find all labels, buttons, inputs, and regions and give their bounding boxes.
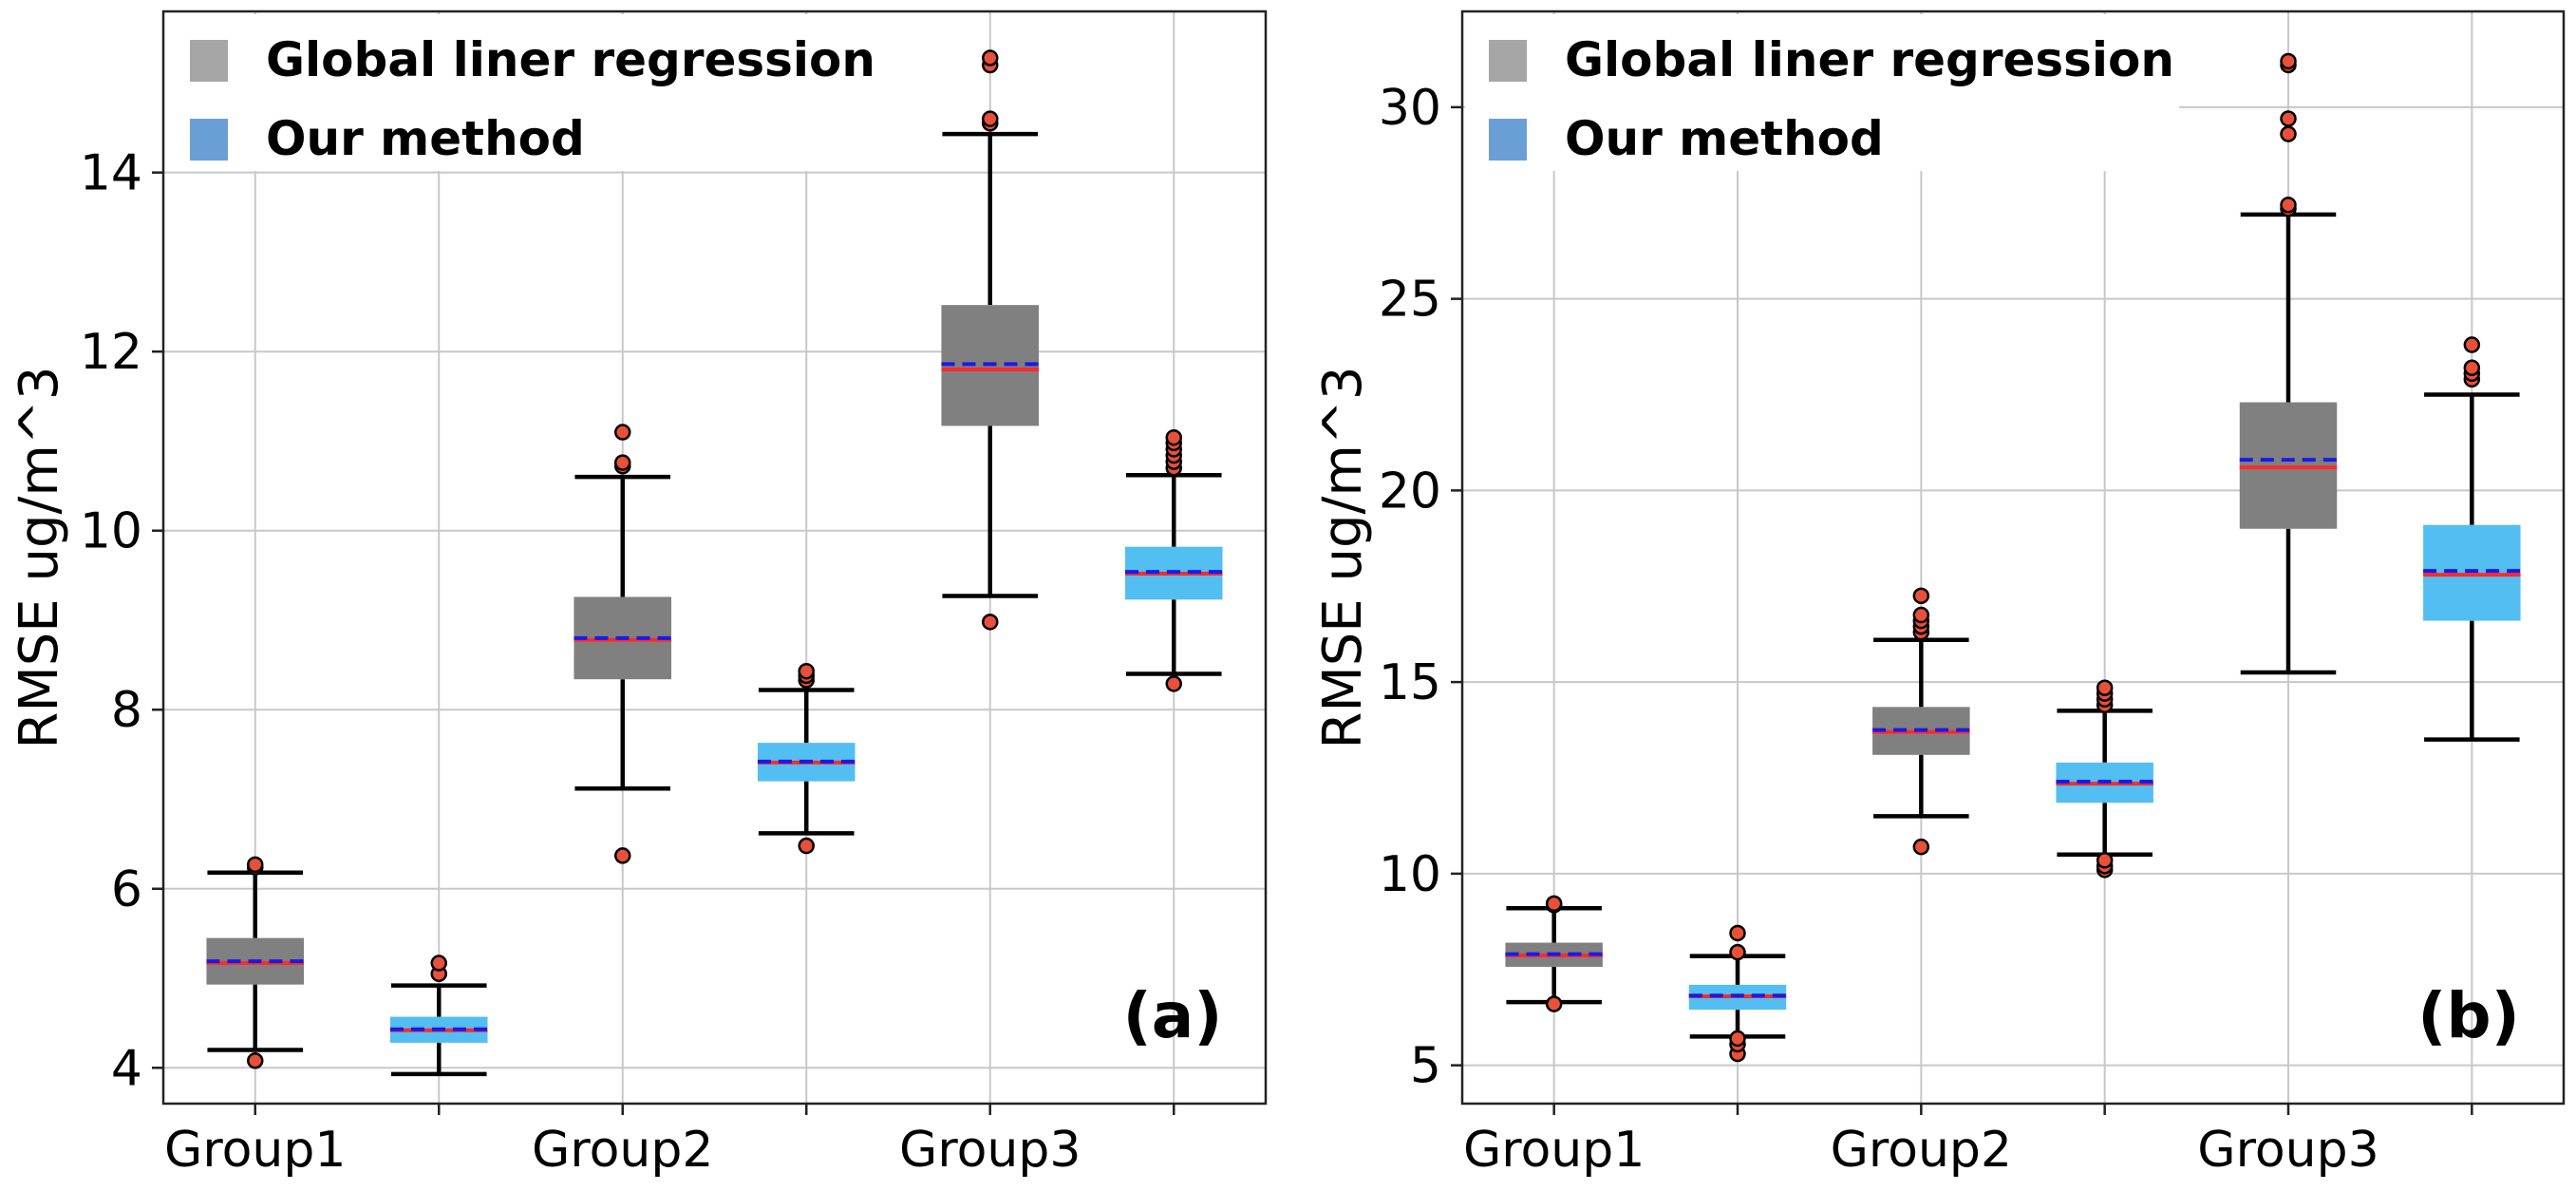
x-tick-label: Group1 — [1463, 1122, 1645, 1179]
y-axis-label: RMSE ug/m^3 — [1312, 367, 1374, 749]
outlier-point — [247, 856, 264, 874]
outlier-point — [798, 662, 815, 680]
chart-panel-a: 4 6 8 10 12 14 Group1 Group2 Group3 RMSE ug/m^3 Gl… — [9, 9, 1268, 1179]
box-group3-series-1 — [941, 49, 1040, 631]
outlier-point — [2280, 125, 2297, 142]
box-iqr — [2423, 524, 2521, 621]
outlier-point — [430, 955, 447, 972]
y-tick-label: 10 — [80, 503, 142, 560]
outlier-point — [2463, 336, 2481, 353]
x-tick-label: Group1 — [164, 1122, 346, 1179]
box-group3-series-2 — [2423, 336, 2521, 742]
legend-label: Our method — [1565, 111, 1884, 166]
outlier-point — [1165, 675, 1182, 692]
y-tick-label: 8 — [111, 682, 142, 739]
box-group1-series-2 — [1688, 924, 1787, 1063]
outlier-point — [1912, 606, 1930, 624]
outlier-point — [614, 454, 631, 471]
outlier-point — [1729, 1030, 1746, 1048]
y-tick-label: 20 — [1379, 463, 1441, 520]
y-tick-label: 14 — [80, 145, 142, 202]
box-group2-series-1 — [573, 424, 672, 864]
outlier-point — [247, 1052, 264, 1069]
outlier-point — [614, 424, 631, 441]
legend-label: Our method — [266, 111, 585, 166]
y-tick-label: 10 — [1379, 846, 1441, 903]
outlier-point — [1729, 924, 1746, 942]
outlier-point — [798, 837, 815, 855]
panel-label: (b) — [2417, 979, 2520, 1052]
outlier-point — [614, 847, 631, 864]
legend-label: Global liner regression — [1565, 32, 2174, 87]
plot-frame — [161, 9, 1268, 1106]
grid-lines — [1462, 11, 2564, 1104]
outlier-point — [2463, 359, 2481, 377]
outlier-point — [1545, 995, 1563, 1012]
y-tick-label: 15 — [1379, 654, 1441, 711]
outlier-point — [2096, 852, 2114, 869]
grid-lines — [163, 11, 1266, 1104]
legend-swatch — [1489, 40, 1527, 82]
y-tick-label: 12 — [80, 324, 142, 381]
y-tick-label: 6 — [111, 861, 142, 918]
box-iqr — [2239, 402, 2338, 529]
legend: Global liner regression Our method — [166, 14, 880, 171]
legend-swatch — [1489, 119, 1527, 161]
outlier-point — [982, 49, 999, 66]
box-group2-series-2 — [2056, 679, 2153, 879]
box-group2-series-1 — [1872, 587, 1970, 856]
outlier-point — [982, 614, 999, 631]
x-tick-label: Group3 — [2197, 1122, 2379, 1179]
outlier-point — [1545, 895, 1563, 913]
legend: Global liner regression Our method — [1465, 14, 2179, 171]
y-axis-label: RMSE ug/m^3 — [9, 367, 70, 749]
legend-label: Global liner regression — [266, 32, 875, 87]
outlier-point — [1912, 587, 1930, 605]
outlier-point — [2280, 197, 2297, 214]
outlier-point — [2096, 679, 2114, 696]
y-tick-label: 30 — [1379, 80, 1441, 137]
legend-swatch — [190, 119, 228, 161]
y-tick-label: 4 — [111, 1040, 142, 1097]
box-group1-series-2 — [389, 955, 488, 1077]
x-tick-label: Group2 — [1831, 1122, 2012, 1179]
y-tick-label: 5 — [1410, 1038, 1441, 1095]
outlier-point — [1165, 428, 1182, 446]
outlier-point — [1729, 943, 1746, 961]
x-tick-label: Group3 — [899, 1122, 1081, 1179]
legend-background — [1465, 14, 2179, 171]
legend-background — [166, 14, 880, 171]
outlier-point — [1912, 838, 1930, 856]
box-group1-series-1 — [206, 856, 305, 1069]
box-group1-series-1 — [1505, 895, 1603, 1012]
outlier-point — [982, 110, 999, 127]
legend-swatch — [190, 40, 228, 82]
outlier-point — [2280, 52, 2297, 70]
plot-frame — [1460, 9, 2566, 1106]
chart-panel-b: 5 10 15 20 25 30 Group1 Group2 Group3 RMSE ug/m^3… — [1312, 9, 2566, 1179]
panel-label: (a) — [1123, 979, 1223, 1052]
x-tick-label: Group2 — [532, 1122, 713, 1179]
y-tick-label: 25 — [1379, 272, 1441, 329]
box-group3-series-2 — [1124, 428, 1223, 692]
box-group2-series-2 — [757, 662, 856, 855]
outlier-point — [2280, 110, 2297, 127]
box-group3-series-1 — [2239, 52, 2338, 675]
